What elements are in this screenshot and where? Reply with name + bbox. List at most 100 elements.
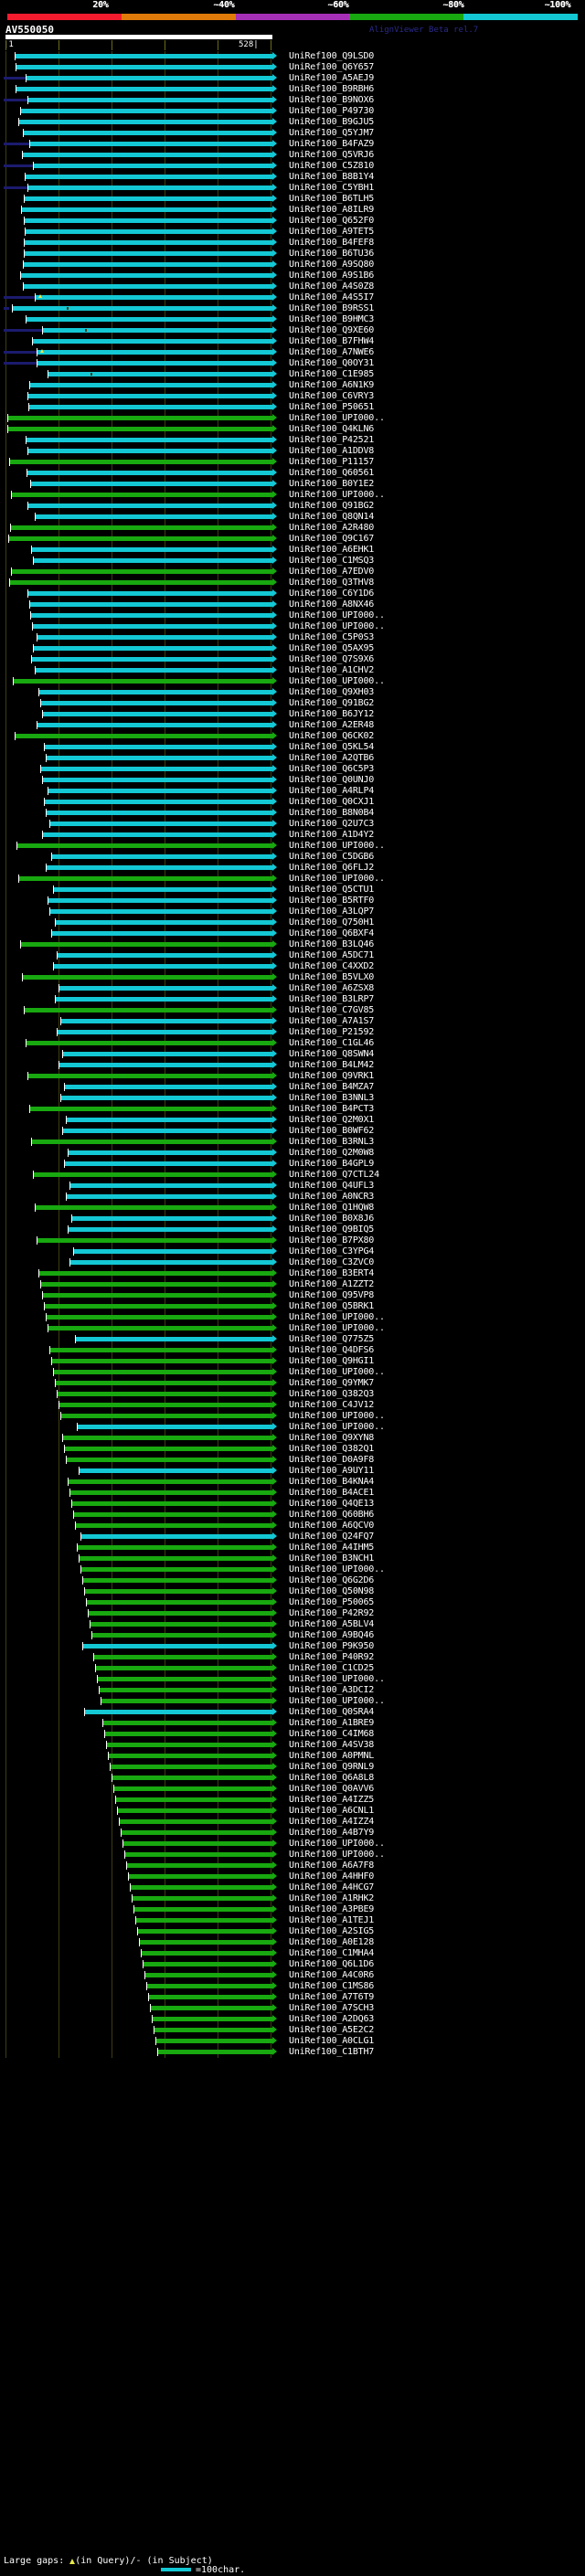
subject-label[interactable]: UniRef100_B4KNA4 <box>289 1477 375 1487</box>
hsp-bar[interactable] <box>30 1107 272 1111</box>
hsp-bar[interactable] <box>37 723 272 727</box>
subject-label[interactable]: UniRef100_A5E2C2 <box>289 2025 375 2035</box>
alignment-row[interactable]: UniRef100_C4JV12 <box>0 1400 585 1411</box>
subject-label[interactable]: UniRef100_C1MS86 <box>289 1981 375 1991</box>
subject-label[interactable]: UniRef100_Q60BH6 <box>289 1510 375 1520</box>
subject-label[interactable]: UniRef100_B4MZA7 <box>289 1082 375 1092</box>
alignment-row[interactable]: UniRef100_Q60BH6 <box>0 1510 585 1521</box>
hsp-bar[interactable] <box>47 756 272 760</box>
hsp-bar[interactable] <box>156 2039 272 2043</box>
hsp-bar[interactable] <box>101 1699 272 1703</box>
subject-label[interactable]: UniRef100_Q9RNL9 <box>289 1762 375 1772</box>
hsp-bar[interactable] <box>76 1337 272 1341</box>
alignment-row[interactable]: UniRef100_C1MS86 <box>0 1981 585 1992</box>
hsp-bar[interactable] <box>39 690 272 694</box>
alignment-row[interactable]: UniRef100_P9K950 <box>0 1641 585 1652</box>
alignment-row[interactable]: UniRef100_B4GPL9 <box>0 1159 585 1170</box>
hsp-bar[interactable] <box>24 262 272 267</box>
alignment-row[interactable]: UniRef100_Q6FLJ2 <box>0 863 585 874</box>
hsp-bar[interactable] <box>48 898 272 903</box>
alignment-row[interactable]: UniRef100_Q5AX95 <box>0 643 585 654</box>
subject-label[interactable]: UniRef100_B3ERT4 <box>289 1268 375 1278</box>
hsp-bar[interactable] <box>142 1951 272 1956</box>
hsp-bar[interactable] <box>36 668 272 673</box>
alignment-row[interactable]: UniRef100_A9UY11 <box>0 1466 585 1477</box>
hsp-bar[interactable] <box>47 865 272 870</box>
subject-label[interactable]: UniRef100_C1BTH7 <box>289 2047 375 2057</box>
hsp-bar[interactable] <box>149 1995 272 1999</box>
subject-label[interactable]: UniRef100_UPI000.. <box>289 1367 385 1377</box>
subject-label[interactable]: UniRef100_A1BRE9 <box>289 1718 375 1728</box>
alignment-row[interactable]: UniRef100_C5YBH1 <box>0 183 585 194</box>
alignment-row[interactable]: UniRef100_UPI000.. <box>0 1696 585 1707</box>
alignment-row[interactable]: UniRef100_A4C0R6 <box>0 1970 585 1981</box>
subject-label[interactable]: UniRef100_B4GPL9 <box>289 1159 375 1169</box>
subject-label[interactable]: UniRef100_A6N1K9 <box>289 380 375 390</box>
alignment-row[interactable]: UniRef100_C6Y1D6 <box>0 588 585 599</box>
hsp-bar[interactable] <box>133 1896 272 1901</box>
alignment-row[interactable]: UniRef100_Q9HGI1 <box>0 1356 585 1367</box>
subject-label[interactable]: UniRef100_A0PMNL <box>289 1751 375 1761</box>
alignment-row[interactable]: UniRef100_A4RLP4 <box>0 786 585 797</box>
hsp-bar[interactable] <box>30 142 272 146</box>
subject-label[interactable]: UniRef100_B0Y1E2 <box>289 479 375 489</box>
hsp-bar[interactable] <box>34 558 272 563</box>
subject-label[interactable]: UniRef100_UPI000.. <box>289 1850 385 1860</box>
subject-label[interactable]: UniRef100_A5BLV4 <box>289 1619 375 1629</box>
subject-label[interactable]: UniRef100_Q5VRJ6 <box>289 150 375 160</box>
hsp-bar[interactable] <box>112 1776 272 1780</box>
alignment-row[interactable]: UniRef100_B0X8J6 <box>0 1214 585 1224</box>
subject-label[interactable]: UniRef100_Q750H1 <box>289 917 375 928</box>
subject-label[interactable]: UniRef100_P42521 <box>289 435 375 445</box>
subject-label[interactable]: UniRef100_C4IM68 <box>289 1729 375 1739</box>
subject-label[interactable]: UniRef100_B8N0B4 <box>289 808 375 818</box>
subject-label[interactable]: UniRef100_B3NNL3 <box>289 1093 375 1103</box>
alignment-row[interactable]: UniRef100_UPI000.. <box>0 841 585 852</box>
alignment-row[interactable]: UniRef100_B8B1Y4 <box>0 172 585 183</box>
hsp-bar[interactable] <box>63 1436 272 1440</box>
alignment-row[interactable]: UniRef100_Q91BG2 <box>0 698 585 709</box>
alignment-row[interactable]: UniRef100_A0CLG1 <box>0 2036 585 2047</box>
subject-label[interactable]: UniRef100_P49730 <box>289 106 375 116</box>
subject-label[interactable]: UniRef100_Q5KL54 <box>289 742 375 752</box>
subject-label[interactable]: UniRef100_A6EHK1 <box>289 545 375 555</box>
alignment-row[interactable]: UniRef100_A6ZSX8 <box>0 983 585 994</box>
hsp-bar[interactable] <box>127 1863 272 1868</box>
subject-label[interactable]: UniRef100_A2DQ63 <box>289 2014 375 2024</box>
alignment-row[interactable]: UniRef100_Q750H1 <box>0 917 585 928</box>
subject-label[interactable]: UniRef100_B9NOX6 <box>289 95 375 105</box>
hsp-bar[interactable] <box>85 1589 272 1594</box>
subject-label[interactable]: UniRef100_UPI000.. <box>289 621 385 631</box>
subject-label[interactable]: UniRef100_A0NCR3 <box>289 1192 375 1202</box>
alignment-row[interactable]: UniRef100_Q5BRK1 <box>0 1301 585 1312</box>
hsp-bar[interactable] <box>59 986 272 991</box>
alignment-row[interactable]: UniRef100_Q4DFS6 <box>0 1345 585 1356</box>
hsp-bar[interactable] <box>90 1622 272 1627</box>
hsp-bar[interactable] <box>52 854 272 859</box>
subject-label[interactable]: UniRef100_Q6L1D6 <box>289 1959 375 1969</box>
alignment-row[interactable]: UniRef100_B9GJU5 <box>0 117 585 128</box>
alignment-row[interactable]: UniRef100_B3RNL3 <box>0 1137 585 1148</box>
alignment-row[interactable]: UniRef100_C1GL46 <box>0 1038 585 1049</box>
subject-label[interactable]: UniRef100_C5P0S3 <box>289 632 375 642</box>
alignment-row[interactable]: UniRef100_Q5YJM7 <box>0 128 585 139</box>
hsp-bar[interactable] <box>69 1479 272 1484</box>
subject-label[interactable]: UniRef100_UPI000.. <box>289 1312 385 1322</box>
hsp-bar[interactable] <box>45 745 272 749</box>
hsp-bar[interactable] <box>48 372 272 376</box>
alignment-row[interactable]: UniRef100_UPI000.. <box>0 1422 585 1433</box>
alignment-row[interactable]: UniRef100_B3NNL3 <box>0 1093 585 1104</box>
alignment-row[interactable]: UniRef100_P49730 <box>0 106 585 117</box>
subject-label[interactable]: UniRef100_B0X8J6 <box>289 1214 375 1224</box>
subject-label[interactable]: UniRef100_A4B7Y9 <box>289 1828 375 1838</box>
hsp-bar[interactable] <box>26 229 272 234</box>
subject-label[interactable]: UniRef100_Q0CXJ1 <box>289 797 375 807</box>
subject-label[interactable]: UniRef100_A7NWE6 <box>289 347 375 357</box>
subject-label[interactable]: UniRef100_Q0SRA4 <box>289 1707 375 1717</box>
hsp-bar[interactable] <box>28 504 272 508</box>
alignment-row[interactable]: UniRef100_A6CNL1 <box>0 1806 585 1817</box>
subject-label[interactable]: UniRef100_B4FEF8 <box>289 238 375 248</box>
alignment-row[interactable]: UniRef100_C1CD25 <box>0 1663 585 1674</box>
alignment-row[interactable]: UniRef100_A3DCI2 <box>0 1685 585 1696</box>
subject-label[interactable]: UniRef100_UPI000.. <box>289 413 385 423</box>
